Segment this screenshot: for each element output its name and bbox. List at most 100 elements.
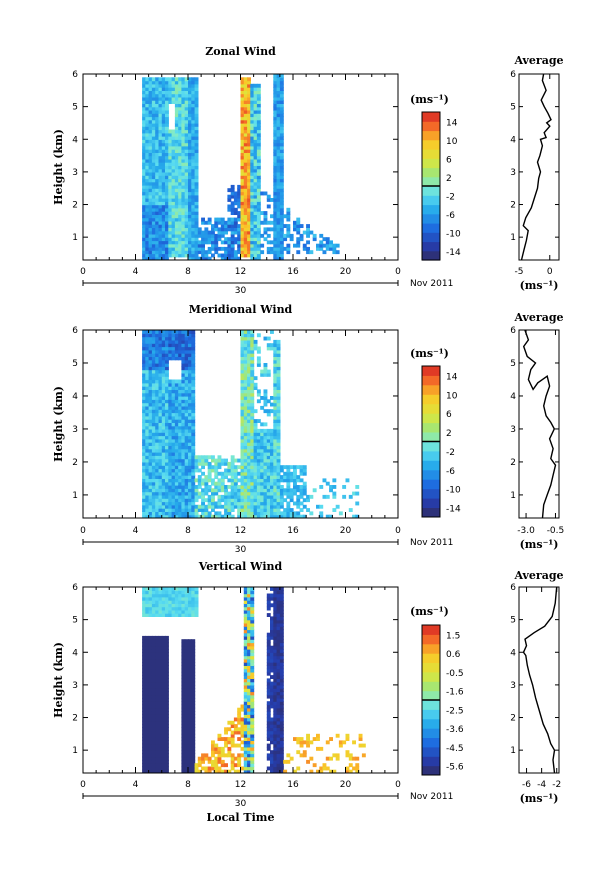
heatmap-cell [302, 485, 307, 489]
heatmap-cell [266, 730, 271, 735]
heatmap-cell [168, 471, 173, 476]
heatmap-cell [188, 671, 192, 676]
heatmap-cell [155, 149, 160, 153]
heatmap-cell [247, 126, 251, 131]
heatmap-cell [289, 511, 294, 516]
heatmap-cell [299, 743, 304, 748]
heatmap-cell [158, 727, 163, 732]
heatmap-cell [247, 626, 251, 631]
heatmap-cell [184, 498, 189, 503]
heatmap-cell [283, 514, 288, 518]
heatmap-cell [250, 714, 255, 719]
heatmap-cell [217, 756, 222, 761]
heatmap-cell [247, 616, 251, 621]
heatmap-cell [142, 237, 146, 242]
heatmap-cell [237, 243, 242, 248]
heatmap-cell [188, 494, 192, 499]
heatmap-cell [240, 230, 245, 235]
heatmap-cell [184, 136, 189, 140]
heatmap-cell [194, 587, 199, 591]
heatmap-cell [250, 139, 255, 144]
heatmap-cell [161, 504, 166, 509]
heatmap-cell [237, 471, 242, 476]
heatmap-cell [253, 145, 258, 150]
heatmap-cell [243, 759, 248, 764]
heatmap-cell [233, 240, 238, 245]
heatmap-cell [145, 587, 150, 591]
heatmap-cell [191, 122, 196, 127]
heatmap-cell [191, 369, 196, 374]
heatmap-cell [148, 80, 153, 85]
heatmap-cell [142, 675, 146, 679]
heatmap-cell [319, 766, 324, 771]
colorbar-swatch [422, 112, 440, 122]
heatmap-cell [279, 224, 284, 228]
heatmap-cell [155, 494, 160, 499]
heatmap-cell [161, 240, 166, 245]
heatmap-cell [184, 593, 189, 598]
heatmap-cell [247, 632, 251, 637]
heatmap-cell [224, 494, 228, 499]
heatmap-cell [161, 227, 166, 232]
heatmap-cell [237, 485, 242, 489]
heatmap-cell [273, 678, 278, 683]
heatmap-cell [247, 122, 251, 127]
heatmap-cell [194, 766, 199, 771]
heatmap-cell [230, 724, 235, 728]
heatmap-cell [145, 593, 150, 598]
heatmap-cell [184, 465, 189, 470]
heatmap-cell [276, 603, 281, 608]
heatmap-cell [260, 405, 265, 410]
heatmap-cell [194, 171, 199, 176]
heatmap-cell [204, 256, 209, 260]
heatmap-cell [240, 386, 245, 390]
heatmap-cell [142, 184, 146, 189]
heatmap-cell [178, 508, 183, 512]
heatmap-cell [250, 642, 255, 647]
heatmap-cell [214, 491, 219, 496]
heatmap-cell [145, 488, 150, 493]
heatmap-cell [148, 220, 153, 225]
heatmap-cell [184, 100, 189, 104]
heatmap-cell [191, 191, 196, 196]
heatmap-cell [260, 494, 265, 499]
heatmap-cell [247, 435, 251, 440]
heatmap-cell [329, 246, 333, 251]
heatmap-cell [240, 201, 245, 206]
heatmap-cell [174, 508, 179, 512]
heatmap-cell [158, 504, 163, 509]
heatmap-cell [243, 372, 248, 377]
heatmap-cell [237, 246, 242, 251]
heatmap-cell [256, 478, 261, 483]
heatmap-cell [145, 753, 150, 758]
heatmap-cell [181, 671, 186, 676]
heatmap-cell [247, 425, 251, 430]
heatmap-cell [168, 596, 173, 601]
heatmap-cell [224, 475, 228, 479]
heatmap-cell [145, 171, 150, 176]
heatmap-cell [270, 720, 274, 725]
heatmap-cell [243, 116, 248, 121]
heatmap-cell [165, 704, 169, 709]
heatmap-cell [151, 132, 156, 137]
heatmap-cell [302, 471, 307, 476]
heatmap-cell [158, 662, 163, 666]
heatmap-cell [217, 746, 222, 751]
heatmap-cell [240, 136, 245, 140]
heatmap-cell [263, 455, 268, 460]
heatmap-cell [191, 642, 196, 647]
heatmap-cell [316, 243, 320, 248]
heatmap-cell [279, 707, 284, 712]
heatmap-cell [171, 501, 176, 506]
heatmap-cell [142, 471, 146, 476]
heatmap-cell [155, 498, 160, 503]
average-title: Average [513, 311, 563, 324]
heatmap-cell [289, 465, 294, 470]
heatmap-cell [283, 508, 288, 512]
heatmap-cell [161, 419, 166, 423]
heatmap-cell [279, 188, 284, 193]
heatmap-cell [276, 701, 281, 706]
heatmap-cell [142, 635, 146, 640]
heatmap-cell [181, 596, 186, 601]
heatmap-cell [260, 488, 265, 493]
